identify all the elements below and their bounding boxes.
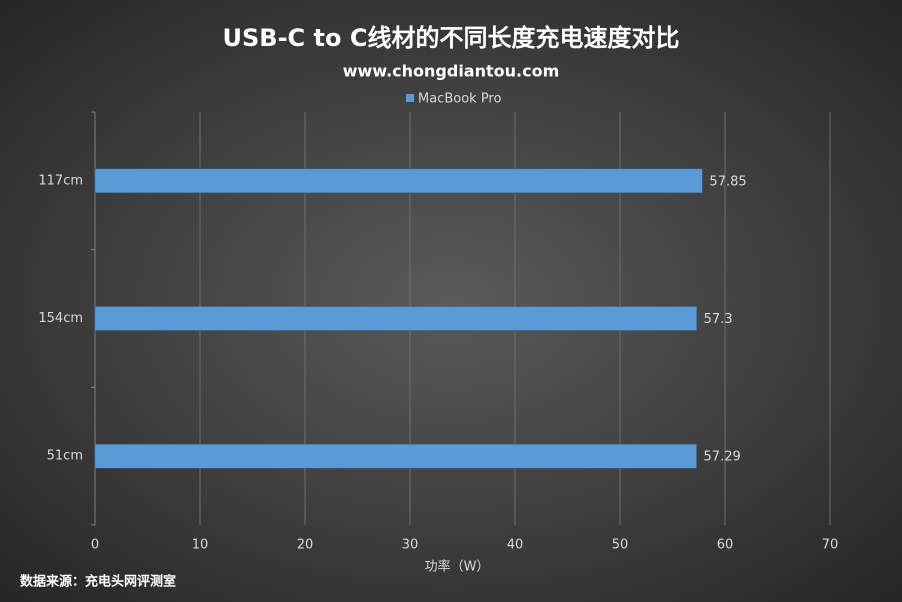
data-label: 57.29 <box>704 450 741 465</box>
x-tick-label: 50 <box>612 538 629 553</box>
y-tick-label: 51cm <box>47 449 83 464</box>
data-label: 57.85 <box>709 174 746 189</box>
x-tick-label: 70 <box>822 538 839 553</box>
data-label: 57.3 <box>704 312 733 327</box>
bar <box>94 306 697 331</box>
y-tick-label: 154cm <box>38 311 83 326</box>
x-tick-label: 10 <box>192 538 209 553</box>
bar <box>94 168 703 194</box>
source-note: 数据来源：充电头网评测室 <box>20 574 176 590</box>
bar <box>94 443 697 469</box>
x-tick-label: 30 <box>402 538 419 553</box>
x-tick-label: 60 <box>717 538 734 553</box>
x-tick-label: 40 <box>507 538 524 553</box>
y-tick-label: 117cm <box>38 173 83 188</box>
x-axis-label: 功率（W） <box>425 559 490 575</box>
chart-title: USB-C to C线材的不同长度充电速度对比 <box>223 24 680 52</box>
x-tick-label: 0 <box>91 538 99 553</box>
x-tick-label: 20 <box>297 538 314 553</box>
legend-label: MacBook Pro <box>418 92 501 107</box>
chart-subtitle: www.chongdiantou.com <box>343 62 560 81</box>
legend-swatch <box>406 94 414 102</box>
